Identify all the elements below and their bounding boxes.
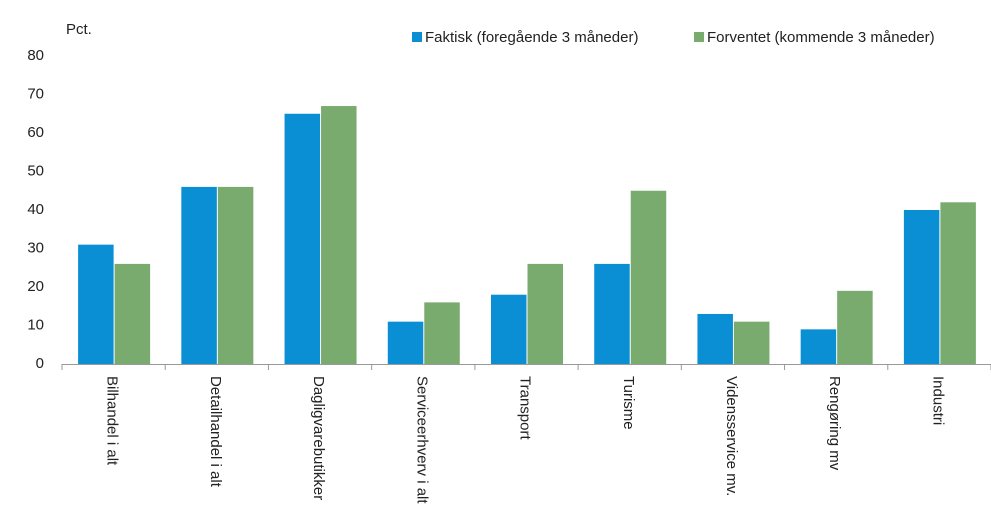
y-tick-label: 30 xyxy=(27,239,44,256)
x-tick-label: Industri xyxy=(929,376,946,425)
y-tick-label: 40 xyxy=(27,201,44,218)
x-tick-label: Dagligvarebutikker xyxy=(310,376,327,500)
x-tick-label: Serviceerhverv i alt xyxy=(413,376,430,504)
y-tick-label: 0 xyxy=(36,355,44,372)
legend-label: Forventet (kommende 3 måneder) xyxy=(707,29,935,46)
bar xyxy=(837,290,873,364)
y-tick-label: 80 xyxy=(27,47,44,64)
bar xyxy=(217,186,254,364)
y-tick-label: 20 xyxy=(27,278,44,295)
x-tick-label: Transport xyxy=(517,376,534,440)
x-tick-label: Rengøring mv xyxy=(826,376,843,471)
y-axis-label: Pct. xyxy=(66,21,92,38)
bar xyxy=(903,210,940,364)
bar xyxy=(733,321,770,364)
y-tick-label: 50 xyxy=(27,162,44,179)
y-tick-label: 60 xyxy=(27,124,44,141)
bar xyxy=(940,202,976,364)
bar xyxy=(321,106,357,365)
bar xyxy=(800,329,837,364)
x-tick-label: Bilhandel i alt xyxy=(104,376,121,466)
bar xyxy=(114,263,151,364)
bar xyxy=(181,186,217,364)
x-tick-label: Turisme xyxy=(620,376,637,430)
bar xyxy=(78,244,114,364)
bar xyxy=(697,313,733,364)
legend-label: Faktisk (foregående 3 måneder) xyxy=(425,29,638,46)
legend-swatch xyxy=(694,32,704,42)
legend-swatch xyxy=(412,32,422,42)
bar xyxy=(594,263,630,364)
x-tick-label: Detailhandel i alt xyxy=(207,376,224,488)
bar xyxy=(424,302,460,364)
bar xyxy=(491,294,527,364)
x-tick-label: Vidensservice mv. xyxy=(723,376,740,496)
y-tick-label: 70 xyxy=(27,85,44,102)
y-tick-label: 10 xyxy=(27,316,44,333)
bar xyxy=(527,263,563,364)
bar xyxy=(630,190,667,364)
bar xyxy=(284,113,321,364)
bar xyxy=(387,321,424,364)
